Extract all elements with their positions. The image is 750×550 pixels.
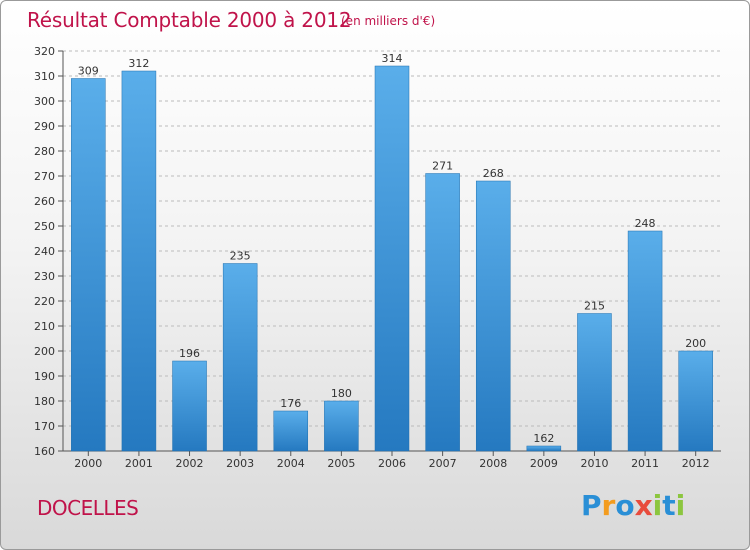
x-tick-label-2005: 2005 bbox=[327, 457, 355, 470]
proxiti-logo[interactable]: Proxiti bbox=[581, 489, 685, 522]
logo-letter: o bbox=[615, 489, 635, 522]
x-tick-label-2000: 2000 bbox=[74, 457, 102, 470]
value-label-2002: 196 bbox=[179, 347, 200, 360]
labels: 160 170 180 190 200 210 220 230 240 250 260 270 280 2… bbox=[34, 45, 710, 470]
y-tick-label: 250 bbox=[34, 220, 55, 233]
y-tick-label: 290 bbox=[34, 120, 55, 133]
value-label-2003: 235 bbox=[230, 250, 251, 263]
bar-2004 bbox=[273, 410, 309, 452]
bar-2012 bbox=[678, 350, 713, 452]
bar-2007 bbox=[425, 173, 460, 452]
value-label-2005: 180 bbox=[331, 387, 352, 400]
logo-letter: i bbox=[652, 489, 663, 522]
y-tick-label: 280 bbox=[34, 145, 55, 158]
bar-2011 bbox=[627, 230, 663, 452]
y-tick-label: 260 bbox=[34, 195, 55, 208]
bars bbox=[71, 65, 713, 452]
x-tick-label-2011: 2011 bbox=[631, 457, 659, 470]
value-label-2010: 215 bbox=[584, 300, 605, 313]
x-tick-label-2006: 2006 bbox=[378, 457, 406, 470]
logo-letter: P bbox=[581, 489, 602, 522]
x-tick-label-2007: 2007 bbox=[429, 457, 457, 470]
x-tick-label-2010: 2010 bbox=[580, 457, 608, 470]
x-tick-label-2012: 2012 bbox=[682, 457, 710, 470]
x-tick-label-2001: 2001 bbox=[125, 457, 153, 470]
town-name: DOCELLES bbox=[37, 496, 139, 520]
value-label-2009: 162 bbox=[533, 432, 554, 445]
y-tick-label: 180 bbox=[34, 395, 55, 408]
y-tick-label: 200 bbox=[34, 345, 55, 358]
value-label-2001: 312 bbox=[128, 57, 149, 70]
logo-letter: t bbox=[662, 489, 676, 522]
bar-2000 bbox=[71, 78, 106, 452]
y-tick-label: 300 bbox=[34, 95, 55, 108]
y-tick-label: 310 bbox=[34, 70, 55, 83]
y-tick-label: 190 bbox=[34, 370, 55, 383]
bar-2001 bbox=[121, 70, 157, 452]
bar-2008 bbox=[475, 180, 511, 452]
y-tick-label: 160 bbox=[34, 445, 55, 458]
y-tick-label: 240 bbox=[34, 245, 55, 258]
bar-2009 bbox=[526, 445, 562, 452]
y-tick-label: 320 bbox=[34, 45, 55, 58]
bar-2006 bbox=[374, 65, 410, 452]
logo-letter: x bbox=[634, 489, 653, 522]
y-tick-label: 220 bbox=[34, 295, 55, 308]
bar-2005 bbox=[324, 400, 359, 452]
bar-2002 bbox=[172, 360, 207, 452]
y-tick-label: 270 bbox=[34, 170, 55, 183]
value-label-2007: 271 bbox=[432, 160, 453, 173]
value-label-2000: 309 bbox=[78, 65, 99, 78]
x-tick-label-2003: 2003 bbox=[226, 457, 254, 470]
logo-letter: i bbox=[675, 489, 686, 522]
y-tick-label: 230 bbox=[34, 270, 55, 283]
x-tick-label-2008: 2008 bbox=[479, 457, 507, 470]
bar-2003 bbox=[222, 263, 258, 452]
chart-title: Résultat Comptable 2000 à 2012 bbox=[27, 8, 352, 32]
value-label-2004: 176 bbox=[280, 397, 301, 410]
value-label-2006: 314 bbox=[382, 52, 403, 65]
x-tick-label-2004: 2004 bbox=[277, 457, 305, 470]
chart-subtitle: (en milliers d'€) bbox=[341, 14, 436, 28]
x-tick-label-2002: 2002 bbox=[176, 457, 204, 470]
logo-letter: r bbox=[601, 489, 616, 522]
bar-2010 bbox=[577, 313, 612, 452]
value-label-2008: 268 bbox=[483, 167, 504, 180]
y-tick-label: 210 bbox=[34, 320, 55, 333]
y-tick-label: 170 bbox=[34, 420, 55, 433]
value-label-2011: 248 bbox=[635, 217, 656, 230]
value-label-2012: 200 bbox=[685, 337, 706, 350]
x-tick-label-2009: 2009 bbox=[530, 457, 558, 470]
